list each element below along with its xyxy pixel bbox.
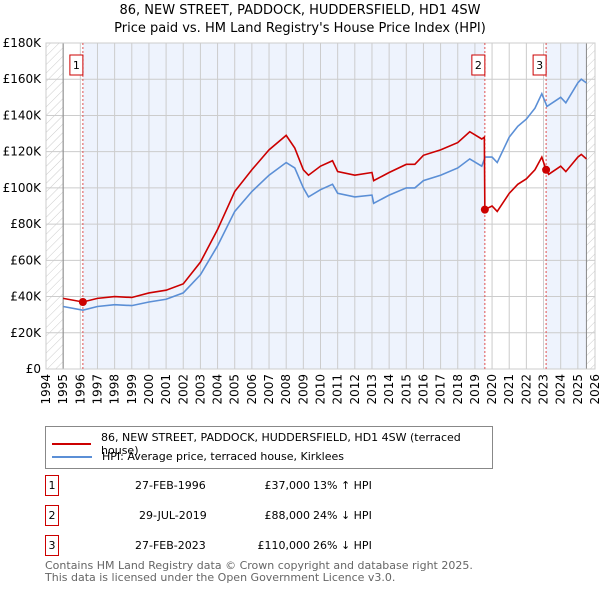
x-tick-label: 2014: [382, 374, 396, 405]
y-tick-label: £160K: [3, 72, 43, 86]
x-tick-label: 2000: [142, 374, 156, 405]
sale-number: 3: [45, 535, 59, 556]
shaded-period: [82, 43, 485, 369]
sale-date: 29-JUL-2019: [139, 509, 207, 522]
legend: 86, NEW STREET, PADDOCK, HUDDERSFIELD, H…: [45, 426, 493, 469]
y-tick-label: £0: [26, 362, 41, 376]
y-tick-label: £100K: [3, 181, 43, 195]
x-tick-label: 2023: [537, 374, 551, 405]
sale-hpi-diff: 24% ↓ HPI: [313, 509, 372, 522]
sale-price: £88,000: [264, 509, 311, 522]
footer-licence: This data is licensed under the Open Gov…: [45, 571, 396, 584]
x-tick-label: 2007: [262, 374, 276, 405]
sale-number: 2: [45, 505, 59, 526]
x-tick-label: 2022: [519, 374, 533, 405]
sale-hpi-diff: 26% ↓ HPI: [313, 539, 372, 552]
y-tick-label: £20K: [10, 326, 42, 340]
x-tick-label: 1998: [108, 374, 122, 405]
sale-hpi-diff: 13% ↑ HPI: [313, 479, 372, 492]
x-tick-label: 1996: [73, 374, 87, 405]
hpi-line: [63, 78, 587, 311]
x-tick-label: 2024: [554, 374, 568, 405]
x-tick-label: 2016: [416, 374, 430, 405]
x-tick-label: 2002: [176, 374, 190, 405]
sale-price: £110,000: [257, 539, 311, 552]
x-tick-label: 2019: [468, 374, 482, 405]
shaded-period: [546, 43, 587, 369]
no-data-region: [46, 43, 64, 369]
sale-row: 2 29-JUL-2019 £88,000 24% ↓ HPI: [45, 505, 445, 529]
sale-label-number: 1: [73, 59, 80, 72]
y-tick-label: £180K: [3, 36, 43, 50]
x-tick-label: 2004: [211, 374, 225, 405]
legend-label: 86, NEW STREET, PADDOCK, HUDDERSFIELD, H…: [101, 431, 461, 457]
sale-label-number: 2: [475, 59, 482, 72]
y-tick-label: £140K: [3, 108, 43, 122]
x-tick-label: 1997: [90, 374, 104, 405]
legend-item-property: 86, NEW STREET, PADDOCK, HUDDERSFIELD, H…: [52, 431, 492, 457]
x-tick-label: 2001: [159, 374, 173, 405]
footer: Contains HM Land Registry data © Crown c…: [45, 560, 473, 584]
x-tick-label: 1995: [56, 374, 70, 405]
footer-copyright: Contains HM Land Registry data © Crown c…: [45, 559, 473, 572]
sale-price: £37,000: [264, 479, 311, 492]
x-tick-label: 2005: [228, 374, 242, 405]
x-tick-label: 1994: [39, 374, 53, 405]
sale-label-number: 3: [536, 59, 543, 72]
x-tick-label: 2010: [314, 374, 328, 405]
legend-label: HPI: Average price, terraced house, Kirk…: [102, 450, 345, 463]
legend-swatch-blue: [52, 455, 92, 458]
legend-item-hpi: HPI: Average price, terraced house, Kirk…: [52, 450, 344, 463]
sale-label-box: [69, 54, 84, 76]
sale-point: [542, 165, 551, 174]
sale-label-box: [532, 54, 547, 76]
x-tick-label: 2015: [399, 374, 413, 405]
sale-date: 27-FEB-1996: [135, 479, 206, 492]
x-tick-label: 2011: [331, 374, 345, 405]
x-tick-label: 2008: [279, 374, 293, 405]
sale-row: 1 27-FEB-1996 £37,000 13% ↑ HPI: [45, 475, 445, 499]
x-tick-label: 2026: [588, 374, 600, 405]
x-tick-label: 2021: [502, 374, 516, 405]
x-tick-label: 2012: [348, 374, 362, 405]
sale-date: 27-FEB-2023: [135, 539, 206, 552]
price-paid-line: [63, 130, 587, 303]
x-tick-label: 2003: [193, 374, 207, 405]
sale-point: [78, 297, 87, 306]
chart-title: 86, NEW STREET, PADDOCK, HUDDERSFIELD, H…: [119, 3, 481, 18]
y-tick-label: £120K: [3, 145, 43, 159]
sale-row: 3 27-FEB-2023 £110,000 26% ↓ HPI: [45, 535, 445, 559]
no-data-region: [586, 43, 595, 369]
legend-swatch-red: [52, 443, 92, 445]
x-tick-label: 2017: [434, 374, 448, 405]
x-tick-label: 2013: [365, 374, 379, 405]
x-tick-label: 1999: [125, 374, 139, 405]
chart-subtitle: Price paid vs. HM Land Registry's House …: [114, 21, 486, 36]
y-tick-label: £40K: [10, 290, 42, 304]
price-chart: 1994 1995 1996 1997 1998 1999 2000 2001 2002 2003…: [3, 36, 600, 405]
sale-point: [480, 205, 489, 214]
sale-label-box: [471, 54, 486, 76]
x-tick-label: 2006: [245, 374, 259, 405]
y-tick-label: £80K: [10, 217, 42, 231]
x-tick-label: 2025: [571, 374, 585, 405]
plot-border: [45, 42, 596, 370]
sale-number: 1: [45, 475, 59, 496]
x-tick-label: 2018: [451, 374, 465, 405]
y-tick-label: £60K: [10, 253, 42, 267]
x-tick-label: 2009: [296, 374, 310, 405]
x-tick-label: 2020: [485, 374, 499, 405]
